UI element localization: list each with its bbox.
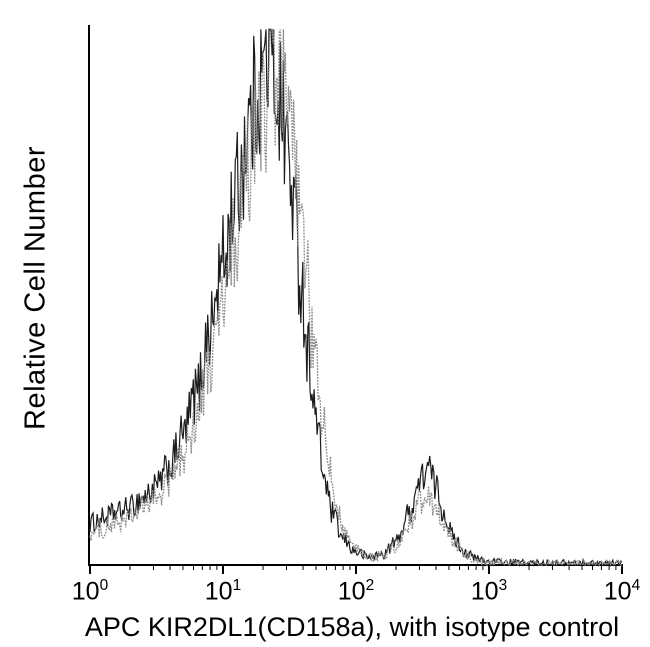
x-tick-label-1e4: 104: [603, 577, 641, 606]
y-axis-label: Relative Cell Number: [19, 146, 52, 430]
x-axis-ticks: [89, 565, 623, 574]
x-tick-label-1e2: 102: [337, 577, 375, 606]
histogram-traces: [89, 28, 623, 568]
x-axis-label: APC KIR2DL1(CD158a), with isotype contro…: [84, 612, 620, 642]
x-tick-label-1e1: 101: [204, 577, 242, 606]
trace-isotype-control: [89, 28, 623, 568]
trace-antibody: [89, 28, 623, 568]
x-tick-label-1e3: 103: [470, 577, 508, 606]
x-tick-label-1e0: 100: [71, 577, 109, 606]
